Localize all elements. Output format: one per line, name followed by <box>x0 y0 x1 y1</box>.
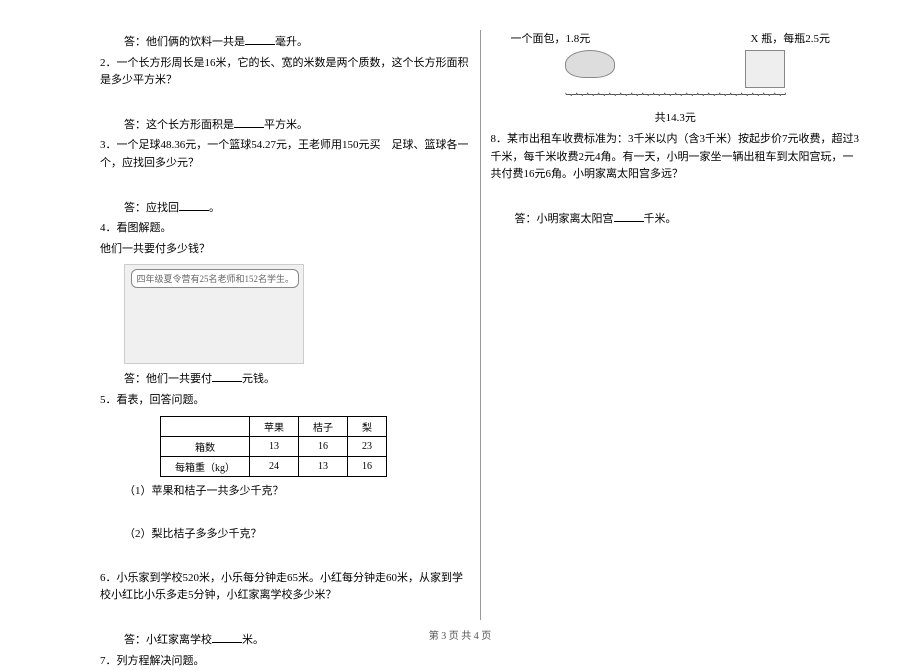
table-cell: 24 <box>250 456 299 476</box>
brace-icon: ︸︸︸︸︸︸︸︸︸︸︸︸︸︸︸︸︸︸︸︸ <box>491 90 861 107</box>
spacer <box>100 176 470 196</box>
left-column: 答：他们俩的饮料一共是 毫升。 2．一个长方形周长是16米，它的长、宽的米数是两个… <box>90 30 481 620</box>
table-cell: 箱数 <box>161 436 250 456</box>
question-8: 8．某市出租车收费标准为：3千米以内（含3千米）按起步价7元收费，超过3千米，每… <box>491 131 861 184</box>
answer-8-text: 答：小明家离太阳宫 <box>515 213 614 225</box>
bottle-icon <box>745 50 785 88</box>
table-header: 梨 <box>348 416 387 436</box>
page-footer: 第 3 页 共 4 页 <box>0 627 920 642</box>
total-label: 共14.3元 <box>491 109 861 125</box>
answer-1-unit: 毫升。 <box>275 36 308 48</box>
table-header <box>161 416 250 436</box>
question-5: 5．看表，回答问题。 <box>100 392 470 410</box>
table-row: 每箱重（kg） 24 13 16 <box>161 456 387 476</box>
table-row: 箱数 13 16 23 <box>161 436 387 456</box>
spacer <box>100 547 470 567</box>
spacer <box>100 503 470 523</box>
answer-4-text: 答：他们一共要付 <box>124 373 212 385</box>
question-4a: 4．看图解题。 <box>100 220 470 238</box>
table-cell: 13 <box>299 456 348 476</box>
bread-label: 一个面包，1.8元 <box>511 30 591 46</box>
table-header: 苹果 <box>250 416 299 436</box>
question-6: 6．小乐家到学校520米，小乐每分钟走65米。小红每分钟走60米，从家到学校小红… <box>100 570 470 605</box>
answer-3: 答：应找回 。 <box>100 199 470 218</box>
question-5-1: （1）苹果和桔子一共多少千克？ <box>100 483 470 501</box>
blank-3 <box>179 199 209 211</box>
question-2: 2．一个长方形周长是16米，它的长、宽的米数是两个质数，这个长方形面积是多少平方… <box>100 55 470 90</box>
answer-3-unit: 。 <box>209 202 220 214</box>
item-images <box>491 50 861 88</box>
spacer <box>491 187 861 207</box>
spacer <box>100 608 470 628</box>
blank-1 <box>245 33 275 45</box>
answer-4: 答：他们一共要付 元钱。 <box>100 370 470 389</box>
answer-1-text: 答：他们俩的饮料一共是 <box>124 36 245 48</box>
answer-2: 答：这个长方形面积是 平方米。 <box>100 116 470 135</box>
table-cell: 每箱重（kg） <box>161 456 250 476</box>
table-header-row: 苹果 桔子 梨 <box>161 416 387 436</box>
answer-2-unit: 平方米。 <box>264 119 308 131</box>
question-7: 7．列方程解决问题。 <box>100 653 470 670</box>
table-cell: 16 <box>299 436 348 456</box>
question-5-2: （2）梨比桔子多多少千克？ <box>100 526 470 544</box>
page-container: 答：他们俩的饮料一共是 毫升。 2．一个长方形周长是16米，它的长、宽的米数是两个… <box>0 0 920 620</box>
bread-icon <box>565 50 615 78</box>
answer-4-unit: 元钱。 <box>242 373 275 385</box>
blank-8 <box>614 210 644 222</box>
answer-3-text: 答：应找回 <box>124 202 179 214</box>
table-cell: 23 <box>348 436 387 456</box>
table-cell: 16 <box>348 456 387 476</box>
answer-8: 答：小明家离太阳宫 千米。 <box>491 210 861 229</box>
table-cell: 13 <box>250 436 299 456</box>
blank-4 <box>212 370 242 382</box>
fruit-table: 苹果 桔子 梨 箱数 13 16 23 每箱重（kg） 24 13 16 <box>160 416 387 477</box>
right-column: 一个面包，1.8元 X 瓶，每瓶2.5元 ︸︸︸︸︸︸︸︸︸︸︸︸︸︸︸︸︸︸︸… <box>481 30 871 620</box>
bottle-label: X 瓶，每瓶2.5元 <box>751 30 830 46</box>
question-4b: 他们一共要付多少钱？ <box>100 241 470 259</box>
camp-illustration: 四年级夏令营有25名老师和152名学生。 <box>124 264 304 364</box>
answer-8-unit: 千米。 <box>644 213 677 225</box>
answer-2-text: 答：这个长方形面积是 <box>124 119 234 131</box>
question-3: 3．一个足球48.36元，一个篮球54.27元，王老师用150元买 足球、篮球各… <box>100 137 470 172</box>
item-labels-row: 一个面包，1.8元 X 瓶，每瓶2.5元 <box>491 30 861 46</box>
table-header: 桔子 <box>299 416 348 436</box>
blank-2 <box>234 116 264 128</box>
answer-1: 答：他们俩的饮料一共是 毫升。 <box>100 33 470 52</box>
spacer <box>100 93 470 113</box>
speech-bubble: 四年级夏令营有25名老师和152名学生。 <box>131 269 299 288</box>
